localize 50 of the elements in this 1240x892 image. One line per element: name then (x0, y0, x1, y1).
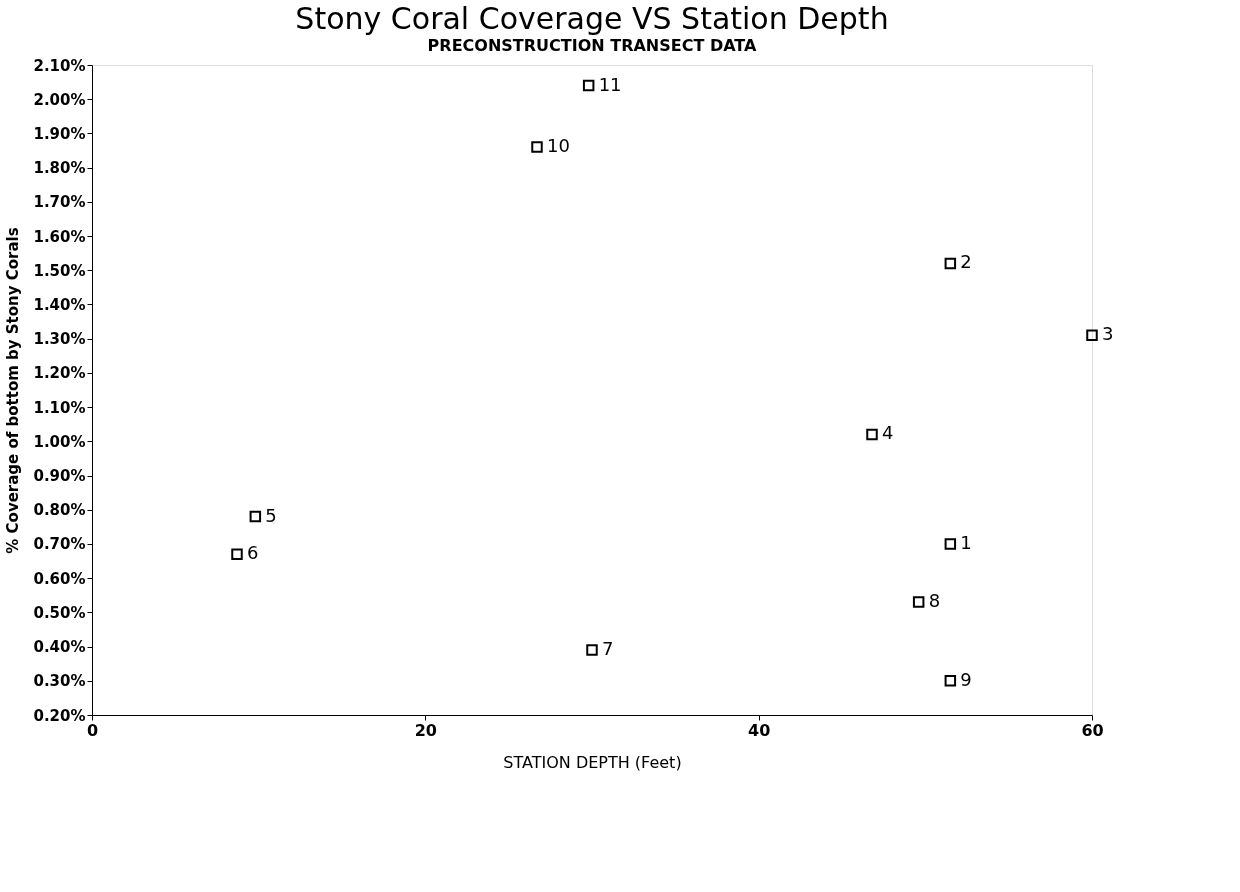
point (866, 428, 878, 441)
x-tick-label: 60 (1081, 720, 1104, 740)
point (944, 257, 957, 270)
annotation: 8 (928, 590, 941, 612)
chart-title: Stony Coral Coverage VS Station Depth (295, 1, 889, 36)
y-tick-label: 0.70% (33, 535, 86, 554)
x-tick-label: 0 (86, 720, 99, 740)
annotation: 3 (1102, 323, 1114, 345)
x-axis-title: STATION DEPTH (Feet) (503, 752, 682, 772)
point (531, 141, 543, 153)
y-tick-label: 0.60% (33, 569, 86, 588)
annotation: 7 (602, 638, 614, 659)
x-tick-label: 40 (748, 720, 771, 740)
y-tick-label: 1.30% (33, 330, 86, 349)
y-tick-label: 0.50% (33, 603, 86, 622)
point (912, 596, 925, 608)
y-tick-label: 2.00% (33, 90, 86, 109)
x-tick-label: 20 (414, 720, 437, 740)
y-tick-label: 1.40% (33, 295, 86, 314)
annotation: 1 (960, 531, 972, 553)
y-tick-label: 0.90% (33, 467, 86, 486)
chart-subtitle: PRECONSTRUCTION TRANSECT DATA (427, 36, 758, 55)
annotation: 10 (547, 135, 570, 157)
y-tick-label: 1.00% (33, 432, 86, 451)
annotation: 11 (598, 73, 622, 95)
annotation: 5 (265, 504, 277, 526)
y-tick-label: 0.20% (33, 706, 86, 725)
y-tick-label: 1.90% (33, 124, 86, 143)
y-tick-label: 1.70% (33, 193, 86, 212)
point (231, 548, 243, 560)
annotation: 2 (960, 251, 972, 273)
y-tick-label: 0.40% (33, 638, 86, 657)
y-axis-title: % Coverage of bottom by Stony Corals (4, 227, 23, 554)
point (944, 675, 957, 687)
y-tick-label: 1.50% (33, 261, 86, 280)
y-tick-label: 2.10% (33, 56, 86, 75)
point (586, 644, 598, 656)
point (1086, 329, 1098, 342)
y-tick-label: 1.10% (33, 398, 86, 417)
y-tick-label: 0.80% (33, 501, 86, 520)
point (944, 538, 957, 550)
y-tick-label: 0.30% (33, 672, 86, 691)
annotation: 9 (960, 668, 972, 690)
y-tick-label: 1.60% (33, 227, 86, 246)
y-tick-label: 1.20% (33, 364, 86, 383)
point (249, 510, 262, 523)
point (582, 79, 595, 92)
annotation: 6 (247, 542, 259, 564)
y-tick-label: 1.80% (33, 159, 86, 178)
annotation: 4 (882, 422, 894, 444)
